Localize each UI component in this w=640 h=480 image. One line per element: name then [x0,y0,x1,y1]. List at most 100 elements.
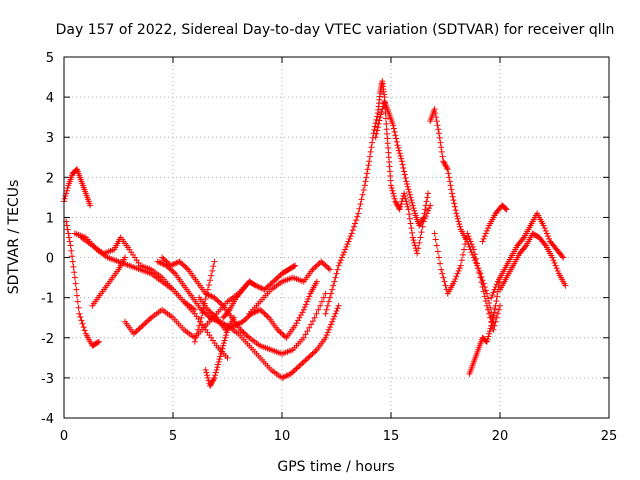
data-point [130,330,137,337]
data-point [319,259,326,266]
data-point [199,310,206,317]
data-point [65,230,72,237]
data-point [480,235,487,242]
data-point [438,266,445,273]
data-point [436,134,443,141]
data-point [302,301,309,308]
data-point [432,236,439,243]
data-point [367,148,374,155]
data-point [350,223,357,230]
data-point [177,259,184,266]
y-axis-label: SDTVAR / TECUs [6,180,22,295]
data-point [320,294,327,301]
data-point [63,187,70,194]
data-point [207,382,214,389]
data-point [450,197,457,204]
data-point [217,353,224,360]
data-point [274,326,281,333]
data-point [163,258,170,265]
data-point [382,115,389,122]
data-point [551,259,558,266]
data-point [241,317,248,324]
data-point [331,278,338,285]
data-point [255,283,262,290]
data-point [202,290,209,297]
data-point [329,318,336,325]
data-point [418,229,425,236]
data-point [355,210,362,217]
data-point [435,254,442,261]
data-point [371,126,378,133]
data-point [222,334,229,341]
data-point [489,319,496,326]
data-point [383,120,390,127]
data-point [374,113,381,120]
data-point [79,320,86,327]
data-point [502,205,509,212]
data-point [471,257,478,264]
data-point [369,139,376,146]
data-point [290,368,297,375]
data-point [490,289,497,296]
y-tick-label: -1 [41,292,54,307]
data-point [208,315,215,322]
data-point [299,309,306,316]
data-point [353,217,360,224]
data-point [201,300,208,307]
data-point [380,103,387,110]
data-point [415,245,422,252]
data-point [478,273,485,280]
data-point [406,189,413,196]
data-point [223,332,230,339]
data-point [404,183,411,190]
data-point [454,215,461,222]
data-point [375,120,382,127]
data-point [159,260,166,267]
data-point [95,338,102,345]
data-point [395,205,402,212]
data-point [140,321,147,328]
data-point [349,227,356,234]
data-point [373,116,380,123]
data-point [494,310,501,317]
data-point [290,263,297,270]
data-point [289,369,296,376]
data-point [254,283,261,290]
data-point [276,273,283,280]
data-point [180,262,187,269]
data-point [170,269,177,276]
data-point [66,234,73,241]
data-point [267,281,274,288]
data-point [543,230,550,237]
data-point [422,206,429,213]
data-point [75,304,82,311]
data-point [322,290,329,297]
data-point [502,205,509,212]
data-point [431,106,438,113]
data-point [191,338,198,345]
data-point [211,374,218,381]
data-point [70,263,77,270]
series-track-p [427,106,497,325]
data-point [63,222,70,229]
data-point [73,166,80,173]
data-point [541,225,548,232]
data-point [486,310,493,317]
data-point [377,111,384,118]
data-point [252,282,259,289]
data-point [162,257,169,264]
data-point [258,308,265,315]
data-point [519,235,526,242]
data-point [245,313,252,320]
data-point [482,298,489,305]
data-point [552,262,559,269]
data-point [488,322,495,329]
data-point [439,270,446,277]
data-point [310,265,317,272]
data-point [334,305,341,312]
data-point [232,322,239,329]
data-point [332,274,339,281]
y-tick-label: 0 [46,252,54,267]
data-point [495,306,502,313]
data-point [305,354,312,361]
